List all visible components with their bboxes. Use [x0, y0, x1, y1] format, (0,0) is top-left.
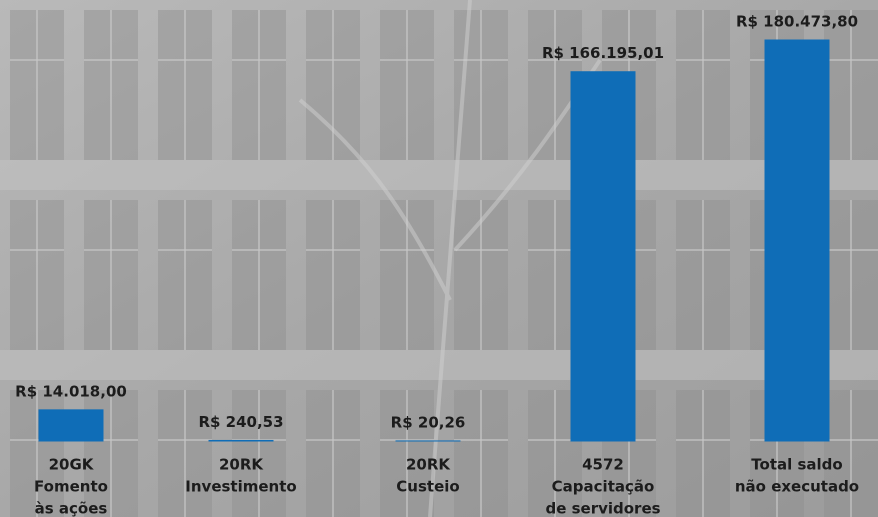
- value-label: R$ 180.473,80: [736, 13, 858, 31]
- category-label: 20RK: [406, 456, 451, 474]
- category-label: Investimento: [185, 478, 296, 496]
- category-label: não executado: [735, 478, 859, 496]
- bar: [39, 410, 103, 441]
- bar: [209, 440, 273, 441]
- bar: [765, 40, 829, 441]
- value-label: R$ 20,26: [391, 413, 466, 431]
- value-label: R$ 240,53: [198, 413, 283, 431]
- category-label: 20RK: [219, 456, 264, 474]
- background-windows: [0, 0, 878, 517]
- category-label: 4572: [582, 456, 624, 474]
- bar: [571, 72, 635, 441]
- value-label: R$ 14.018,00: [15, 382, 127, 400]
- category-label: 20GK: [49, 456, 95, 474]
- category-label: de servidores: [545, 500, 660, 517]
- category-label: Total saldo: [751, 456, 842, 474]
- category-label: Custeio: [396, 478, 459, 496]
- category-label: Capacitação: [552, 478, 655, 496]
- category-label: Fomento: [34, 478, 108, 496]
- chart: R$ 14.018,00 20GK Fomento às ações R$ 240,53…: [0, 0, 878, 517]
- category-label: às ações: [35, 500, 108, 517]
- value-label: R$ 166.195,01: [542, 44, 664, 62]
